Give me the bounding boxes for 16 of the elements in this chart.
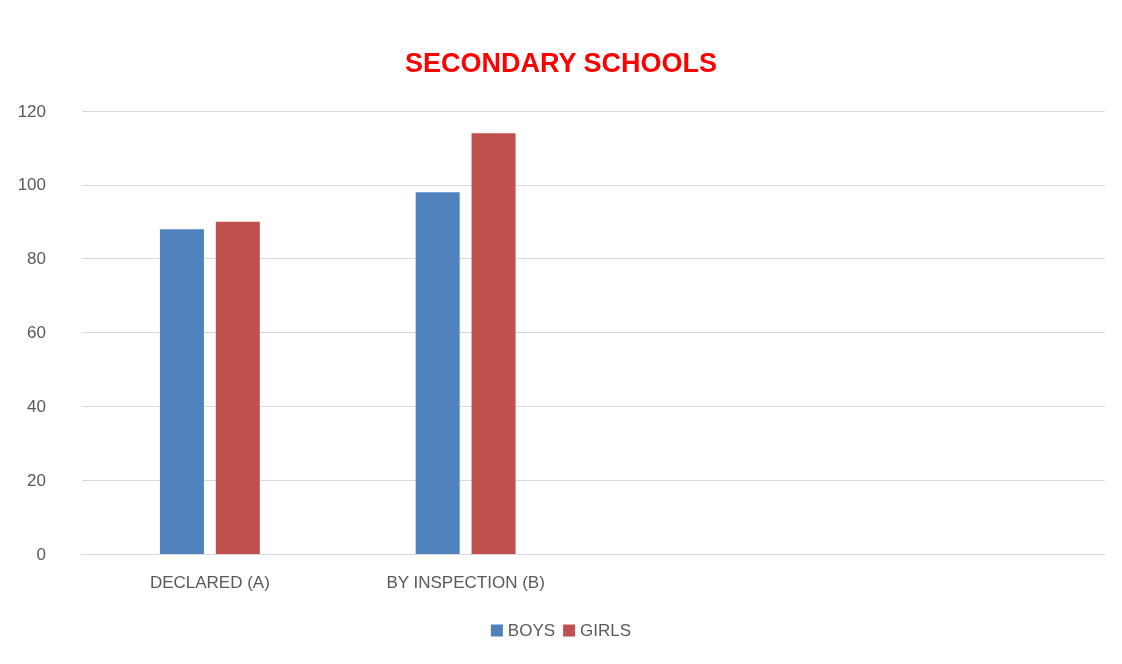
y-tick-label: 100 xyxy=(17,175,46,195)
x-tick-label: BY INSPECTION (B) xyxy=(386,573,545,592)
bar xyxy=(415,192,460,554)
y-tick-label: 120 xyxy=(17,101,46,121)
y-tick-label: 80 xyxy=(27,249,46,269)
y-tick-label: 60 xyxy=(27,323,46,342)
bar xyxy=(215,221,260,554)
y-tick-label: 0 xyxy=(36,544,46,564)
chart-title: SECONDARY SCHOOLS xyxy=(404,47,718,78)
bar xyxy=(159,229,204,554)
legend-label: GIRLS xyxy=(580,621,632,640)
x-tick-label: DECLARED (A) xyxy=(149,573,270,592)
legend-label: BOYS xyxy=(507,621,556,640)
y-tick-label: 20 xyxy=(27,470,46,490)
y-tick-label: 40 xyxy=(27,396,46,416)
bar xyxy=(471,133,516,554)
